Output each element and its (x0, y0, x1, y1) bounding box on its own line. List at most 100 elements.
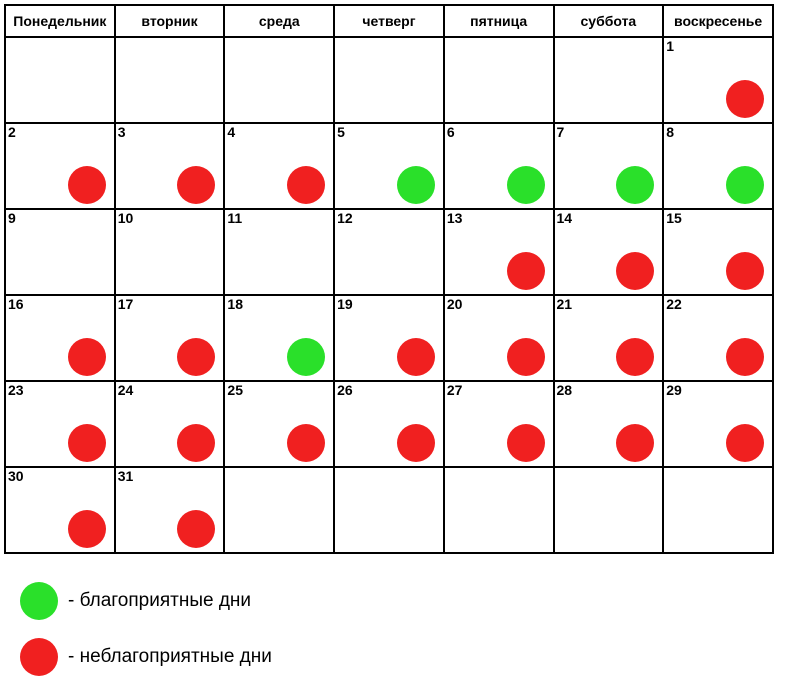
calendar-cell: 25 (224, 381, 334, 467)
calendar-week-row: 23 24 2526 27 28 29 (5, 381, 773, 467)
bad-day-dot (177, 166, 215, 204)
day-number: 27 (447, 382, 463, 398)
bad-day-dot (616, 252, 654, 290)
weekday-header: суббота (554, 5, 664, 37)
legend-good-dot (20, 582, 58, 620)
day-number: 21 (557, 296, 573, 312)
calendar-cell: 16 (5, 295, 115, 381)
weekday-header: Понедельник (5, 5, 115, 37)
day-number: 24 (118, 382, 134, 398)
day-number: 15 (666, 210, 682, 226)
day-number: 3 (118, 124, 126, 140)
calendar-body: 1234567891011121314151617181920212223242… (5, 37, 773, 553)
calendar-cell: 18 (224, 295, 334, 381)
weekday-header: воскресенье (663, 5, 773, 37)
calendar-cell: 22 (663, 295, 773, 381)
calendar-cell: 12 (334, 209, 444, 295)
calendar-cell (334, 467, 444, 553)
legend: - благоприятные дни - неблагоприятные дн… (20, 582, 785, 676)
calendar-cell: 23 (5, 381, 115, 467)
day-number: 23 (8, 382, 24, 398)
day-number: 11 (227, 210, 242, 226)
calendar-cell: 3 (115, 123, 225, 209)
good-day-dot (507, 166, 545, 204)
calendar-container: Понедельниквторниксредачетвергпятницасуб… (0, 0, 785, 676)
day-number: 10 (118, 210, 134, 226)
good-day-dot (287, 338, 325, 376)
bad-day-dot (507, 338, 545, 376)
calendar-cell: 28 (554, 381, 664, 467)
weekday-header-row: Понедельниквторниксредачетвергпятницасуб… (5, 5, 773, 37)
calendar-cell: 15 (663, 209, 773, 295)
day-number: 8 (666, 124, 674, 140)
calendar-cell: 26 (334, 381, 444, 467)
legend-row-good: - благоприятные дни (20, 582, 785, 620)
calendar-cell: 1 (663, 37, 773, 123)
calendar-cell: 13 (444, 209, 554, 295)
bad-day-dot (177, 510, 215, 548)
calendar-week-row: 9 10 11 121314 15 (5, 209, 773, 295)
calendar-cell (5, 37, 115, 123)
day-number: 4 (227, 124, 235, 140)
day-number: 30 (8, 468, 24, 484)
calendar-cell: 30 (5, 467, 115, 553)
calendar-cell: 21 (554, 295, 664, 381)
bad-day-dot (397, 424, 435, 462)
day-number: 14 (557, 210, 573, 226)
day-number: 5 (337, 124, 345, 140)
calendar-cell: 7 (554, 123, 664, 209)
calendar-cell: 27 (444, 381, 554, 467)
legend-good-label: - благоприятные дни (68, 590, 251, 612)
bad-day-dot (287, 166, 325, 204)
legend-bad-label: - неблагоприятные дни (68, 646, 272, 668)
bad-day-dot (616, 424, 654, 462)
day-number: 7 (557, 124, 565, 140)
calendar-cell: 24 (115, 381, 225, 467)
day-number: 18 (227, 296, 243, 312)
calendar-cell (554, 37, 664, 123)
weekday-header: пятница (444, 5, 554, 37)
calendar-cell (334, 37, 444, 123)
bad-day-dot (177, 424, 215, 462)
weekday-header: среда (224, 5, 334, 37)
bad-day-dot (177, 338, 215, 376)
legend-row-bad: - неблагоприятные дни (20, 638, 785, 676)
calendar-cell (444, 467, 554, 553)
bad-day-dot (68, 338, 106, 376)
calendar-cell: 14 (554, 209, 664, 295)
calendar-cell: 29 (663, 381, 773, 467)
bad-day-dot (397, 338, 435, 376)
calendar-cell: 5 (334, 123, 444, 209)
bad-day-dot (68, 424, 106, 462)
day-number: 29 (666, 382, 682, 398)
calendar-cell: 31 (115, 467, 225, 553)
legend-bad-dot (20, 638, 58, 676)
calendar-cell: 9 (5, 209, 115, 295)
calendar-cell: 10 (115, 209, 225, 295)
day-number: 16 (8, 296, 24, 312)
day-number: 28 (557, 382, 573, 398)
calendar-week-row: 2345678 (5, 123, 773, 209)
day-number: 22 (666, 296, 682, 312)
day-number: 19 (337, 296, 353, 312)
weekday-header: четверг (334, 5, 444, 37)
day-number: 26 (337, 382, 353, 398)
bad-day-dot (726, 252, 764, 290)
bad-day-dot (726, 80, 764, 118)
calendar-cell: 11 (224, 209, 334, 295)
calendar-cell (663, 467, 773, 553)
calendar-cell: 20 (444, 295, 554, 381)
day-number: 1 (666, 38, 674, 54)
day-number: 17 (118, 296, 134, 312)
calendar-cell (115, 37, 225, 123)
day-number: 20 (447, 296, 463, 312)
calendar-cell (224, 37, 334, 123)
bad-day-dot (616, 338, 654, 376)
bad-day-dot (507, 252, 545, 290)
day-number: 9 (8, 210, 16, 226)
calendar-week-row: 1 (5, 37, 773, 123)
calendar-cell: 8 (663, 123, 773, 209)
weekday-header: вторник (115, 5, 225, 37)
day-number: 6 (447, 124, 455, 140)
good-day-dot (397, 166, 435, 204)
